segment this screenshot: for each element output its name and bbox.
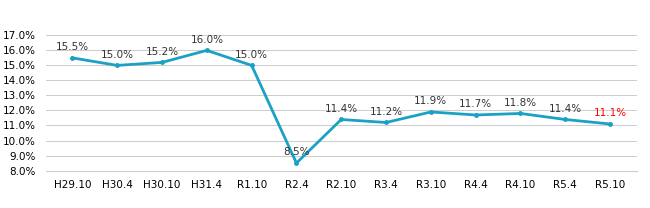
Text: 16.0%: 16.0% — [190, 35, 224, 45]
Text: 11.4%: 11.4% — [549, 104, 582, 114]
Text: 11.2%: 11.2% — [369, 107, 402, 117]
Text: 15.5%: 15.5% — [56, 42, 89, 52]
Text: 11.4%: 11.4% — [325, 104, 358, 114]
Text: 8.5%: 8.5% — [283, 147, 309, 157]
Text: 11.8%: 11.8% — [504, 98, 537, 108]
Text: 実態調査に基づく再配達率の推移（総計）: 実態調査に基づく再配達率の推移（総計） — [239, 9, 411, 24]
Text: 15.2%: 15.2% — [146, 47, 179, 57]
Text: 11.9%: 11.9% — [414, 96, 447, 106]
Text: 15.0%: 15.0% — [101, 50, 134, 60]
Text: 11.7%: 11.7% — [459, 99, 492, 109]
Text: 15.0%: 15.0% — [235, 50, 268, 60]
Text: 11.1%: 11.1% — [593, 108, 627, 118]
